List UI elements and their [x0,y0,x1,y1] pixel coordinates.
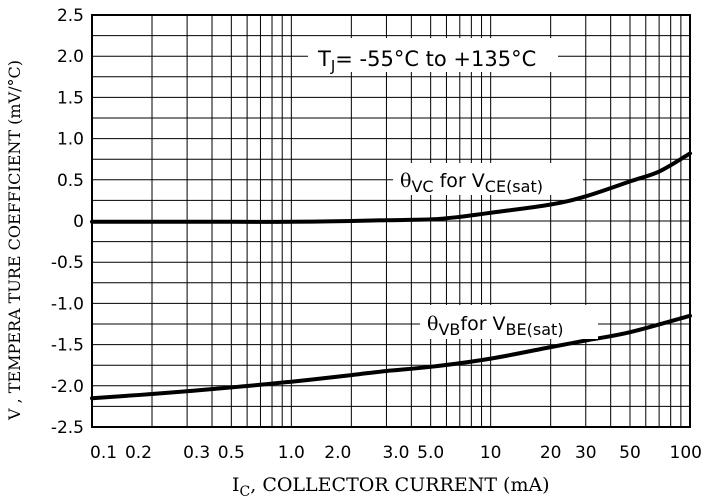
series-label-vce-text: θVC for VCE(sat) [400,170,543,196]
x-tick-label: 3.0 [382,443,409,463]
x-tick-label: 2.0 [324,443,351,463]
y-tick-label: -2.5 [51,418,84,438]
condition-annotation: TJ= -55°C to +135°C [308,38,558,75]
y-tick-label: 1.5 [57,88,84,108]
series-1-sub1: VC [411,177,433,196]
x-tick-label: 100 [670,443,702,463]
series-label-vbe: θVBfor VBE(sat) [420,305,598,339]
y-tick-label: 2.0 [57,47,84,67]
curves [90,151,692,401]
series-line-2 [90,313,692,401]
series-1-mid: for V [434,170,485,192]
condition-annotation-bg [308,38,558,72]
condition-prefix: T [317,47,331,71]
x-tick-label: 0.2 [125,443,152,463]
x-axis-title-sub: C [240,484,251,500]
x-tick-label: 1.0 [278,443,305,463]
series-2-symbol: θ [427,313,438,335]
series-2-sub2: BE(sat) [506,320,564,339]
y-tick-label: -1.5 [51,336,84,356]
x-axis-title-rest: , COLLECTOR CURRENT (mA) [250,474,549,496]
x-tick-label: 5.0 [417,443,444,463]
y-axis-title: V , TEMPERA TURE COEFFICIENT (mV/°C) [5,60,24,421]
series-1-sub2: CE(sat) [485,177,543,196]
series-2-mid: for V [460,313,505,335]
x-tick-label: 0.1 [90,443,117,463]
y-tick-label: 0 [73,212,84,232]
x-axis-title-main: I [232,474,240,496]
x-axis-title: IC, COLLECTOR CURRENT (mA) [232,474,550,500]
plot-frame [91,14,691,428]
series-label-vce-bg [393,163,583,195]
series-line-1 [90,151,692,224]
x-tick-label: 0.3 [183,443,210,463]
x-tick-label: 10 [480,443,502,463]
y-tick-label: -1.0 [51,294,84,314]
series-2-sub1: VB [438,320,460,339]
y-tick-label: -0.5 [51,253,84,273]
series-1-symbol: θ [400,170,411,192]
series-label-vce: θVC for VCE(sat) [393,163,583,196]
x-tick-label: 50 [619,443,641,463]
series-label-vbe-text: θVBfor VBE(sat) [427,313,564,339]
series-label-vbe-bg [420,305,598,339]
x-tick-label: 20 [540,443,562,463]
y-tick-label: 1.0 [57,130,84,150]
x-tick-label: 0.5 [218,443,245,463]
x-tick-label: 30 [575,443,597,463]
y-tick-label: 2.5 [57,6,84,26]
condition-range: = -55°C to +135°C [335,47,536,71]
y-tick-label: 0.5 [57,171,84,191]
y-tick-label: -2.0 [51,377,84,397]
condition-subscript: J [330,57,335,75]
condition-annotation-text: TJ= -55°C to +135°C [317,47,536,75]
tick-labels: 0.1 0.2 0.3 0.5 1.0 2.0 3.0 5.0 10 20 30 50 100 2.5 2.… [51,6,702,463]
